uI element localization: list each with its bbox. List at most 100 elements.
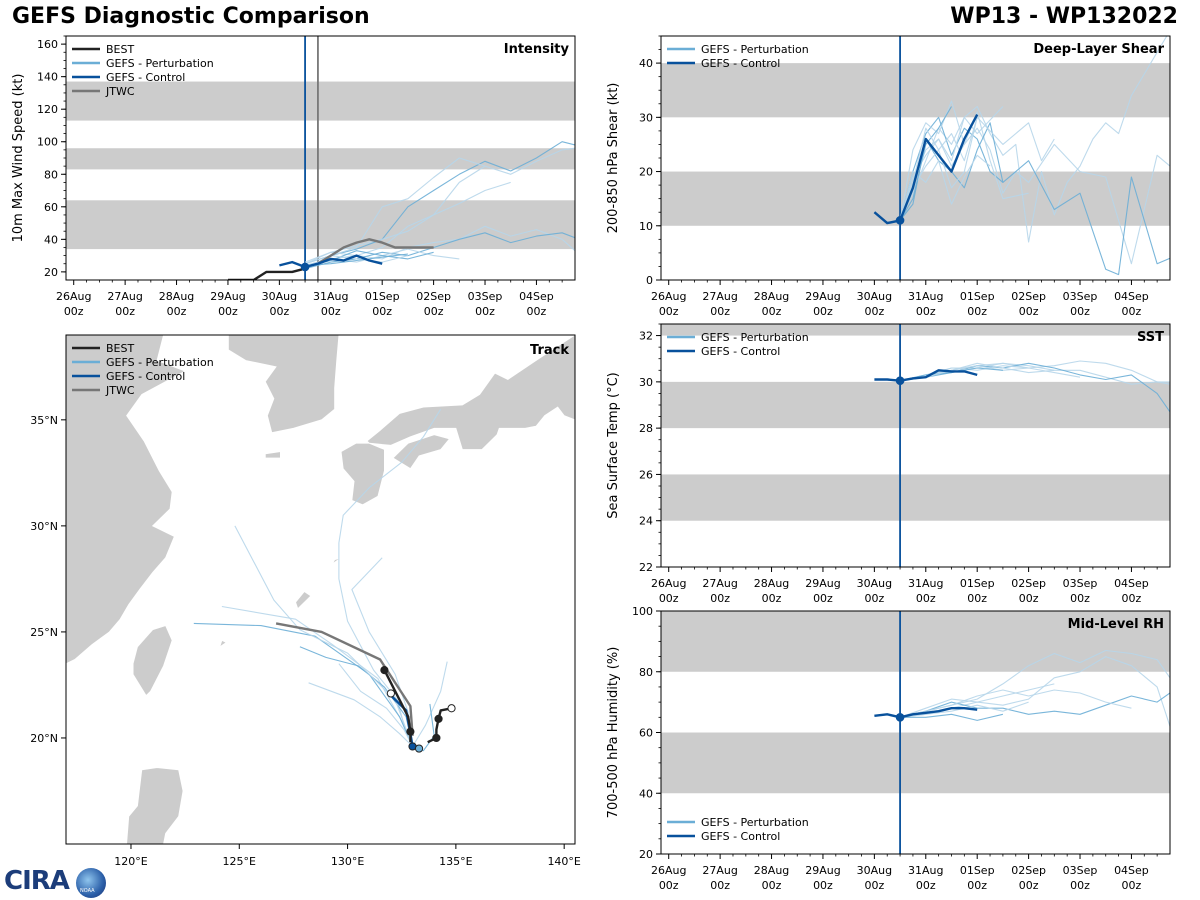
legend-label: GEFS - Perturbation xyxy=(701,331,809,344)
y-tick-label: 60 xyxy=(44,201,58,214)
x-tick-label: 00z xyxy=(372,305,392,318)
y-tick-label: 80 xyxy=(44,168,58,181)
y-tick-label: 40 xyxy=(639,787,653,800)
x-tick-label: 00z xyxy=(916,305,936,318)
legend-label: GEFS - Control xyxy=(106,71,185,84)
x-tick-label: 00z xyxy=(1019,305,1039,318)
x-tick-label: 00z xyxy=(762,592,782,605)
series-line-gefs-control xyxy=(279,254,383,269)
y-tick-label: 24 xyxy=(639,515,653,528)
panel-title: Mid-Level RH xyxy=(1068,617,1164,632)
chart-track: 120°E 125°E 130°E 135°E 140°E 20°N 25°N 30°N 35°… xyxy=(30,334,581,868)
x-tick-label: 01Sep xyxy=(960,290,995,303)
x-tick-label: 00z xyxy=(424,305,444,318)
x-tick-label: 03Sep xyxy=(1063,577,1098,590)
x-tick-label: 130°E xyxy=(331,855,364,868)
x-tick-label: 00z xyxy=(218,305,238,318)
land-polygon xyxy=(227,335,340,434)
y-tick-label: 22 xyxy=(639,561,653,574)
chart-shear: 0 10 20 30 40 26Aug 00z 27Aug 00z 28Aug 00z 29Aug 00… xyxy=(606,35,1171,318)
shaded-band xyxy=(66,148,575,170)
track-line-jtwc xyxy=(275,622,414,736)
point-marker xyxy=(895,376,905,386)
x-tick-label: 30Aug xyxy=(262,290,297,303)
y-tick-label: 10 xyxy=(639,220,653,233)
x-tick-label: 04Sep xyxy=(1114,577,1149,590)
y-tick-label: 35°N xyxy=(30,414,58,427)
y-tick-label: 100 xyxy=(37,136,58,149)
y-tick-label: 20 xyxy=(44,266,58,279)
x-tick-label: 02Sep xyxy=(1011,864,1046,877)
x-tick-label: 00z xyxy=(813,305,833,318)
x-tick-label: 00z xyxy=(64,305,84,318)
x-tick-label: 120°E xyxy=(114,855,147,868)
x-tick-label: 29Aug xyxy=(805,864,840,877)
plot-area xyxy=(661,36,1170,280)
x-tick-label: 01Sep xyxy=(365,290,400,303)
land-polygon xyxy=(219,639,228,648)
y-tick-label: 32 xyxy=(639,330,653,343)
cira-logo: CIRA NOAA xyxy=(4,866,108,898)
x-tick-label: 00z xyxy=(710,305,730,318)
land-polygon xyxy=(340,442,385,506)
y-tick-label: 20 xyxy=(639,848,653,861)
x-tick-label: 00z xyxy=(813,879,833,892)
x-tick-label: 00z xyxy=(1122,592,1142,605)
x-tick-label: 03Sep xyxy=(1063,864,1098,877)
track-line-gefs-perturbation xyxy=(412,661,448,747)
track-line-best xyxy=(383,669,412,743)
x-tick-label: 27Aug xyxy=(702,864,737,877)
legend-label: GEFS - Control xyxy=(701,57,780,70)
legend-label: GEFS - Perturbation xyxy=(106,57,214,70)
series-line-gefs-control xyxy=(874,707,978,719)
cira-logo-text: CIRA xyxy=(4,866,70,896)
x-tick-label: 04Sep xyxy=(1114,864,1149,877)
x-tick-label: 00z xyxy=(527,305,547,318)
x-tick-label: 00z xyxy=(167,305,187,318)
x-tick-label: 00z xyxy=(1122,879,1142,892)
page-title: GEFS Diagnostic Comparison xyxy=(12,4,370,29)
land-polygon xyxy=(126,767,184,844)
x-tick-label: 00z xyxy=(1070,592,1090,605)
series-line-gefs-perturbation xyxy=(899,100,1029,221)
track-point xyxy=(447,704,456,713)
x-tick-label: 29Aug xyxy=(210,290,245,303)
legend-label: BEST xyxy=(106,43,134,56)
y-tick-label: 40 xyxy=(639,57,653,70)
y-tick-label: 25°N xyxy=(30,626,58,639)
x-tick-label: 26Aug xyxy=(651,864,686,877)
x-tick-label: 00z xyxy=(475,305,495,318)
land-polygon xyxy=(332,557,342,565)
panel-title: Track xyxy=(530,343,569,358)
axes-frame xyxy=(660,323,1171,568)
y-tick-label: 40 xyxy=(44,233,58,246)
panel-title: SST xyxy=(1137,330,1164,345)
x-tick-label: 00z xyxy=(1070,879,1090,892)
y-tick-label: 80 xyxy=(639,666,653,679)
panel-title: Deep-Layer Shear xyxy=(1033,42,1164,57)
x-tick-label: 00z xyxy=(916,592,936,605)
x-tick-label: 140°E xyxy=(547,855,580,868)
x-tick-label: 26Aug xyxy=(651,290,686,303)
x-tick-label: 00z xyxy=(710,879,730,892)
series-line-gefs-perturbation xyxy=(899,106,952,221)
x-tick-label: 29Aug xyxy=(805,290,840,303)
track-point xyxy=(406,727,415,736)
x-tick-label: 00z xyxy=(659,305,679,318)
x-tick-label: 00z xyxy=(916,879,936,892)
x-tick-label: 00z xyxy=(1122,305,1142,318)
track-line-gefs-perturbation xyxy=(308,682,413,747)
chart-intensity: 20 40 60 80 100 120 140 160 26Aug 00z 27Aug 00z 28Au… xyxy=(11,35,576,318)
x-tick-label: 02Sep xyxy=(1011,577,1046,590)
track-point xyxy=(434,714,443,723)
series-line-gefs-perturbation xyxy=(899,689,1132,718)
track-line-gefs-perturbation xyxy=(338,663,414,747)
series-line-gefs-perturbation xyxy=(304,225,575,265)
x-tick-label: 03Sep xyxy=(468,290,503,303)
chart-sst: 22 24 26 28 30 32 26Aug 00z 27Aug 00z 28Aug 00z 29Au… xyxy=(606,323,1171,605)
noaa-emblem-text: NOAA xyxy=(80,888,95,894)
x-tick-label: 31Aug xyxy=(908,864,943,877)
y-tick-label: 100 xyxy=(632,605,653,618)
shaded-band xyxy=(661,63,1170,118)
x-tick-label: 01Sep xyxy=(960,577,995,590)
